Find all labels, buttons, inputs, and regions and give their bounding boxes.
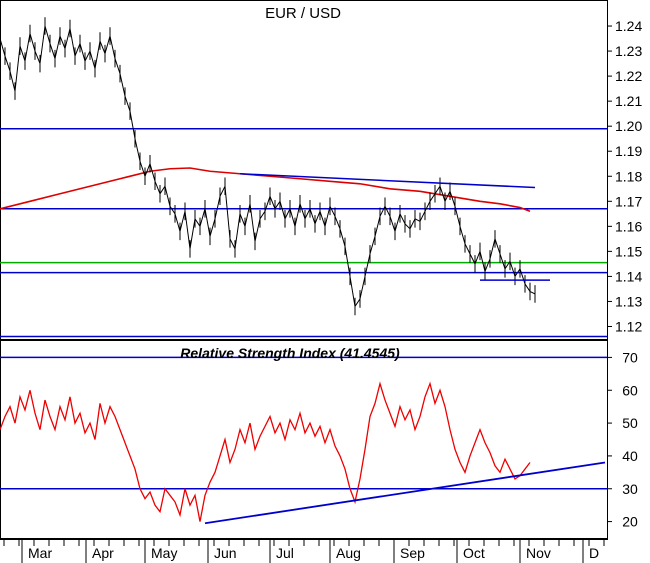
price-series (0, 17, 536, 316)
price-reference-lines (0, 127, 607, 338)
price-panel-frame (0, 0, 608, 340)
rsi-y-tick-label: 30 (622, 481, 638, 497)
price-y-tick-label: 1.23 (615, 43, 642, 59)
x-tick-label: May (151, 545, 177, 561)
rsi-y-tick-label: 20 (622, 514, 638, 530)
rsi-series (0, 381, 531, 522)
rsi-y-tick-label: 40 (622, 448, 638, 464)
price-y-tick-label: 1.22 (615, 68, 642, 84)
price-y-tick-label: 1.14 (615, 268, 642, 284)
price-y-tick-label: 1.18 (615, 168, 642, 184)
price-trendlines (239, 173, 550, 281)
x-tick-label: Jun (214, 545, 237, 561)
price-y-tick-label: 1.13 (615, 293, 642, 309)
moving-average-line (0, 167, 531, 213)
price-y-tick-label: 1.19 (615, 143, 642, 159)
rsi-trendlines (204, 461, 606, 525)
price-moving-average (0, 167, 531, 213)
rsi-y-ticks: 70 60 50 40 30 20 (607, 349, 638, 530)
rsi-y-tick-label: 50 (622, 415, 638, 431)
price-chart-title: EUR / USD (265, 5, 341, 22)
x-tick-label: Oct (463, 545, 485, 561)
x-tick-label: Sep (400, 545, 425, 561)
price-y-tick-label: 1.16 (615, 218, 642, 234)
price-trendline (239, 173, 536, 189)
price-y-tick-label: 1.24 (615, 18, 642, 34)
x-tick-label: Mar (28, 545, 52, 561)
rsi-line (0, 381, 531, 522)
rsi-chart-title: Relative Strength Index (41.4545) (180, 345, 400, 361)
x-tick-label: D (589, 545, 599, 561)
rsi-trendline (204, 461, 606, 525)
price-y-tick-label: 1.20 (615, 118, 642, 134)
x-tick-label: Apr (92, 545, 114, 561)
x-tick-label: Nov (526, 545, 551, 561)
price-y-tick-label: 1.12 (615, 318, 642, 334)
price-y-tick-label: 1.15 (615, 243, 642, 259)
price-line (0, 25, 536, 308)
rsi-y-tick-label: 60 (622, 382, 638, 398)
price-y-tick-label: 1.21 (615, 93, 642, 109)
rsi-panel-frame (0, 340, 608, 539)
rsi-reference-lines (0, 356, 607, 490)
x-tick-label: Aug (336, 545, 361, 561)
price-y-tick-label: 1.17 (615, 193, 642, 209)
price-y-ticks: 1.24 1.23 1.22 1.21 1.20 1.19 1.18 1.17 1.16 1.15… (607, 18, 642, 334)
x-axis-ticks: Mar Apr May Jun Jul Aug Sep Oct Nov D (3, 540, 605, 563)
rsi-y-tick-label: 70 (622, 349, 638, 365)
x-tick-label: Jul (276, 545, 294, 561)
